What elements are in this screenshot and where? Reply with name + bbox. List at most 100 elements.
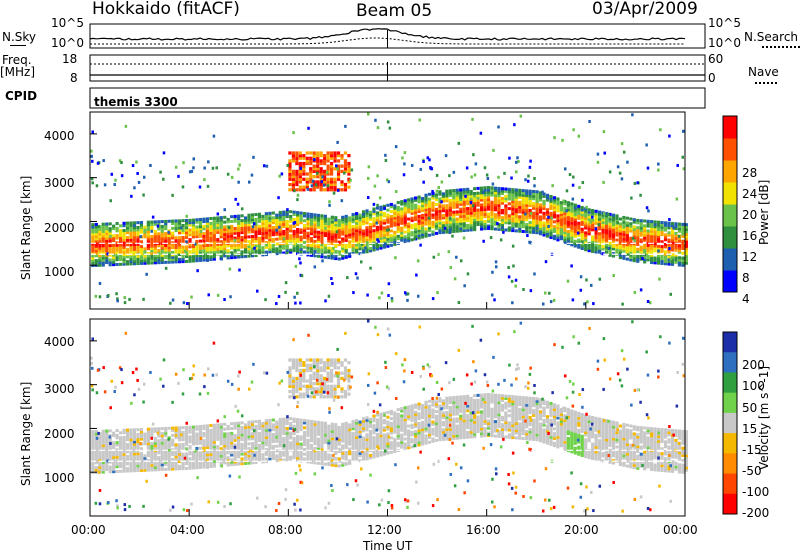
power-cell bbox=[178, 236, 182, 240]
power-cell bbox=[334, 245, 338, 249]
velocity-cell bbox=[268, 447, 272, 451]
power-cell bbox=[182, 161, 185, 165]
power-cell bbox=[448, 206, 452, 210]
power-cell bbox=[528, 228, 532, 232]
velocity-cell bbox=[202, 443, 206, 447]
velocity-cell bbox=[216, 430, 220, 434]
power-cell bbox=[205, 226, 209, 230]
velocity-cell bbox=[361, 453, 366, 457]
power-cell bbox=[243, 228, 248, 232]
power-cell bbox=[136, 225, 140, 229]
power-cell bbox=[601, 235, 605, 239]
velocity-cell bbox=[174, 436, 178, 440]
power-cell bbox=[629, 243, 633, 247]
power-cell bbox=[427, 233, 432, 237]
power-cell bbox=[316, 218, 321, 222]
power-cell bbox=[434, 217, 439, 221]
power-cell bbox=[663, 257, 668, 261]
velocity-cell bbox=[122, 438, 126, 442]
power-cell bbox=[497, 208, 501, 212]
power-cell bbox=[143, 256, 147, 260]
velocity-cell bbox=[341, 422, 345, 426]
power-cell bbox=[364, 246, 367, 250]
velocity-cell bbox=[125, 447, 130, 451]
power-cell bbox=[178, 226, 182, 230]
power-cell bbox=[684, 256, 688, 260]
velocity-cell bbox=[209, 433, 213, 437]
power-cell bbox=[667, 238, 671, 242]
power-cell bbox=[500, 225, 504, 229]
power-cell bbox=[483, 166, 487, 170]
velocity-cell bbox=[355, 428, 359, 432]
power-cell bbox=[320, 248, 324, 252]
power-cell bbox=[455, 191, 459, 195]
velocity-cell bbox=[94, 434, 98, 438]
velocity-cell bbox=[219, 423, 223, 427]
power-cell bbox=[209, 255, 213, 259]
power-cell bbox=[309, 220, 314, 224]
power-cell bbox=[556, 219, 560, 223]
velocity-cell bbox=[181, 426, 185, 430]
power-cell bbox=[646, 224, 650, 228]
power-cell bbox=[511, 219, 515, 223]
power-cell bbox=[525, 227, 529, 231]
velocity-cell bbox=[400, 440, 404, 444]
power-cell bbox=[382, 221, 386, 225]
velocity-cell bbox=[150, 458, 154, 462]
power-cell bbox=[625, 216, 629, 220]
velocity-cell bbox=[379, 434, 383, 438]
power-cell bbox=[385, 178, 389, 182]
power-cell bbox=[288, 188, 292, 192]
power-cell bbox=[646, 166, 650, 170]
velocity-cell bbox=[417, 441, 421, 445]
power-cell bbox=[552, 205, 557, 209]
power-cell bbox=[262, 164, 266, 168]
power-cell bbox=[639, 238, 643, 242]
power-cell bbox=[160, 236, 164, 240]
power-cell bbox=[316, 216, 321, 220]
power-cell bbox=[298, 154, 302, 158]
velocity-cell bbox=[407, 405, 411, 409]
velocity-cell bbox=[271, 425, 275, 429]
power-cell bbox=[351, 246, 355, 250]
power-cell bbox=[288, 159, 292, 163]
velocity-cell bbox=[264, 435, 268, 440]
velocity-cell bbox=[330, 439, 334, 443]
power-cell bbox=[355, 219, 359, 223]
power-cell bbox=[441, 230, 445, 234]
power-cell bbox=[309, 212, 314, 216]
power-cell bbox=[563, 226, 567, 230]
power-cell bbox=[320, 250, 324, 254]
power-cell bbox=[414, 234, 418, 239]
velocity-cell bbox=[181, 447, 185, 451]
velocity-cell bbox=[361, 458, 366, 462]
velocity-cell bbox=[254, 436, 258, 440]
velocity-cell bbox=[275, 459, 279, 463]
power-cell bbox=[584, 226, 588, 230]
power-cell bbox=[247, 252, 251, 256]
velocity-cell bbox=[407, 431, 411, 435]
power-cell bbox=[507, 221, 511, 225]
power-cell bbox=[594, 243, 598, 247]
power-cell bbox=[466, 202, 470, 206]
power-cell bbox=[101, 251, 105, 255]
power-cell bbox=[393, 214, 397, 218]
power-cell bbox=[611, 218, 616, 222]
velocity-cell bbox=[327, 455, 331, 459]
power-cell bbox=[143, 235, 147, 239]
velocity-cell bbox=[136, 469, 140, 473]
velocity-cell bbox=[365, 418, 369, 422]
power-cell bbox=[316, 235, 321, 239]
power-cell bbox=[333, 185, 337, 189]
power-cell bbox=[521, 210, 525, 214]
velocity-cell bbox=[285, 436, 289, 440]
power-cell bbox=[195, 239, 199, 243]
power-cell bbox=[493, 227, 498, 231]
power-cell bbox=[414, 227, 418, 231]
power-cell bbox=[329, 182, 334, 187]
power-cell bbox=[438, 197, 442, 201]
power-cell bbox=[564, 167, 567, 171]
power-cell bbox=[184, 221, 189, 225]
power-cell bbox=[591, 209, 595, 213]
velocity-cell bbox=[264, 433, 268, 437]
